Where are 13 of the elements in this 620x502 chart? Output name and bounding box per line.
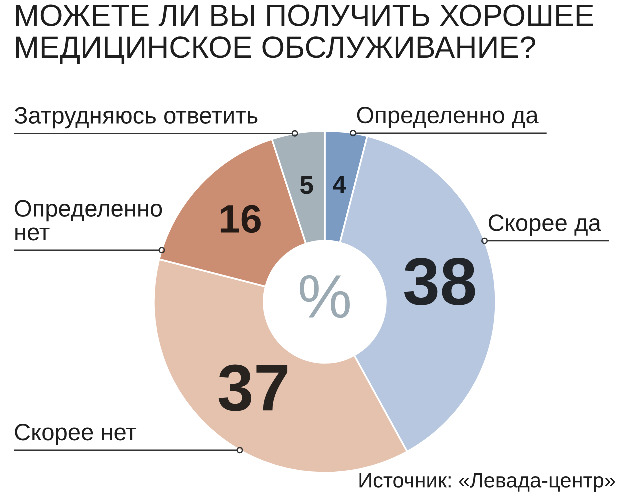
data-label: 16 (220, 205, 261, 234)
data-label: 38 (404, 258, 476, 306)
slice-label: Определенно да (357, 106, 539, 128)
data-label: 37 (218, 364, 288, 412)
slice-label: Скорее да (488, 214, 602, 236)
chart-title: МОЖЕТЕ ЛИ ВЫ ПОЛУЧИТЬ ХОРОШЕЕ МЕДИЦИНСКОЕ ОБСЛУЖИВАНИЕ? (16, 4, 594, 64)
slice-label: Затрудняюсь ответить (14, 107, 258, 129)
slice-label: Определенно нет (15, 200, 162, 241)
text: % (300, 275, 350, 318)
text: Источник: «Левада-центр» (360, 473, 616, 492)
data-label: 4 (333, 176, 346, 194)
data-label: 5 (300, 176, 314, 194)
slice-label: Скорее нет (15, 424, 137, 446)
